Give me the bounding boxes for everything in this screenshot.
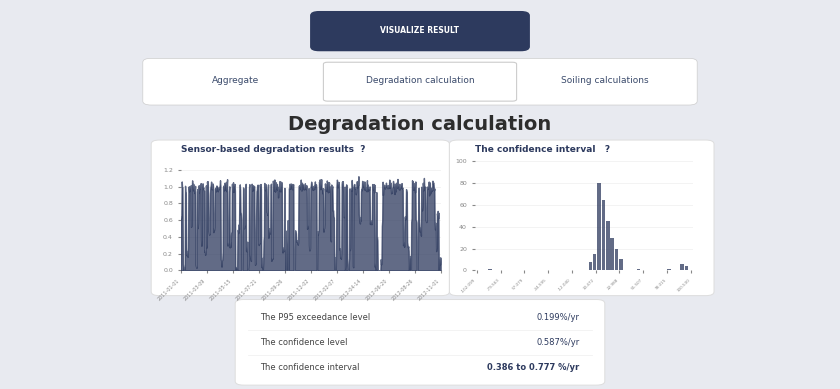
Bar	[606, 221, 610, 270]
Text: Soiling calculations: Soiling calculations	[561, 76, 648, 86]
Bar	[619, 259, 622, 270]
Bar	[667, 269, 670, 270]
Text: Degradation calculation: Degradation calculation	[288, 115, 552, 134]
Bar	[601, 200, 605, 270]
Text: The P95 exceedance level: The P95 exceedance level	[260, 312, 370, 322]
Text: Aggregate: Aggregate	[212, 76, 259, 86]
Text: 0.199%/yr: 0.199%/yr	[537, 312, 580, 322]
FancyBboxPatch shape	[323, 62, 517, 101]
Bar	[611, 238, 614, 270]
Bar	[637, 269, 640, 270]
Bar	[597, 183, 601, 270]
Text: Degradation calculation: Degradation calculation	[365, 76, 475, 86]
Text: The confidence interval: The confidence interval	[260, 363, 360, 372]
Bar	[680, 264, 684, 270]
FancyBboxPatch shape	[235, 300, 605, 385]
Text: VISUALIZE RESULT: VISUALIZE RESULT	[381, 26, 459, 35]
Bar	[685, 266, 688, 270]
Text: 0.386 to 0.777 %/yr: 0.386 to 0.777 %/yr	[487, 363, 580, 372]
Text: The confidence interval   ?: The confidence interval ?	[475, 145, 610, 154]
Bar	[615, 249, 618, 270]
FancyBboxPatch shape	[311, 12, 529, 51]
FancyBboxPatch shape	[143, 58, 697, 105]
Bar	[593, 254, 596, 270]
Bar	[589, 262, 592, 270]
Bar	[488, 269, 491, 270]
Text: The confidence level: The confidence level	[260, 338, 348, 347]
Text: 0.587%/yr: 0.587%/yr	[537, 338, 580, 347]
Text: Sensor-based degradation results  ?: Sensor-based degradation results ?	[181, 145, 365, 154]
FancyBboxPatch shape	[151, 140, 449, 296]
FancyBboxPatch shape	[449, 140, 714, 296]
